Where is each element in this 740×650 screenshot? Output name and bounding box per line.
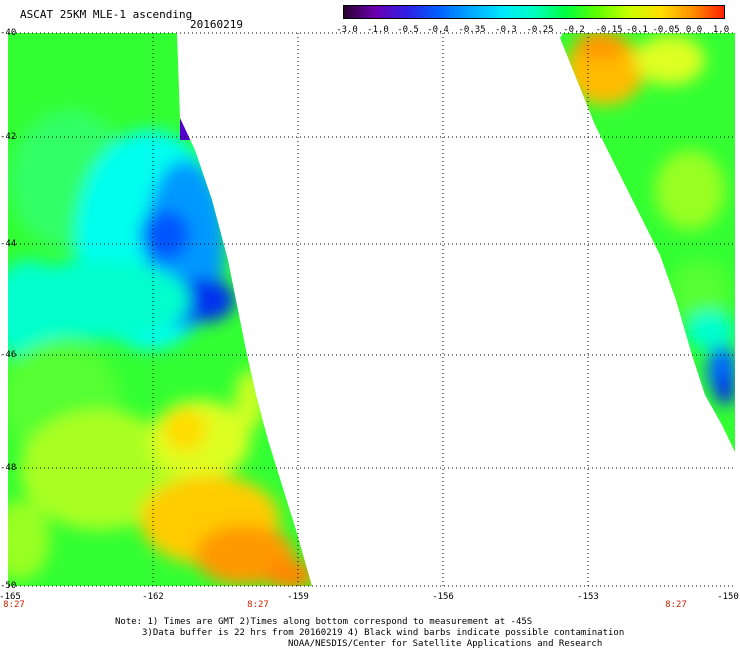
lon-label: -159 [287,592,309,602]
note-line-3: NOAA/NESDIS/Center for Satellite Applica… [288,639,603,649]
lon-label: -150 [717,592,739,602]
lat-label: -42 [0,132,17,142]
colorbar-labels: -3.0 -1.0 -0.5 -0.4 -0.35 -0.3 -0.25 -0.… [330,25,740,37]
colorbar-label: -0.3 [495,25,517,35]
time-label: 8:27 [3,600,25,610]
lat-label: -44 [0,239,17,249]
lon-label: -153 [577,592,599,602]
colorbar-label: -3.0 [336,25,358,35]
colorbar-label: -0.2 [563,25,585,35]
lat-label: -50 [0,581,17,591]
lat-label: -48 [0,463,17,473]
note-line-1: Note: 1) Times are GMT 2)Times along bot… [115,617,533,627]
colorbar-label: -0.15 [595,25,623,35]
lon-label: -162 [142,592,164,602]
colorbar [343,5,725,19]
colorbar-label: -0.25 [526,25,554,35]
lon-label: -165 [0,592,21,602]
time-label: 8:27 [247,600,269,610]
colorbar-label: -0.05 [652,25,680,35]
chart-date: 20160219 [190,18,243,31]
colorbar-label: -1.0 [367,25,389,35]
right-swath [560,33,735,452]
note-line-2: 3)Data buffer is 22 hrs from 20160219 4)… [142,628,625,638]
left-swath [8,33,312,586]
colorbar-label: 1.0 [712,25,730,35]
colorbar-label: -0.5 [397,25,419,35]
time-label: 8:27 [665,600,687,610]
chart-title: ASCAT 25KM MLE-1 ascending [20,8,193,21]
lon-label: -156 [432,592,454,602]
colorbar-label: -0.4 [427,25,449,35]
lat-label: -40 [0,28,17,38]
grid-lines [8,32,735,587]
colorbar-label: 0.0 [685,25,703,35]
colorbar-label: -0.35 [458,25,486,35]
colorbar-label: -0.1 [626,25,648,35]
lat-label: -46 [0,350,17,360]
